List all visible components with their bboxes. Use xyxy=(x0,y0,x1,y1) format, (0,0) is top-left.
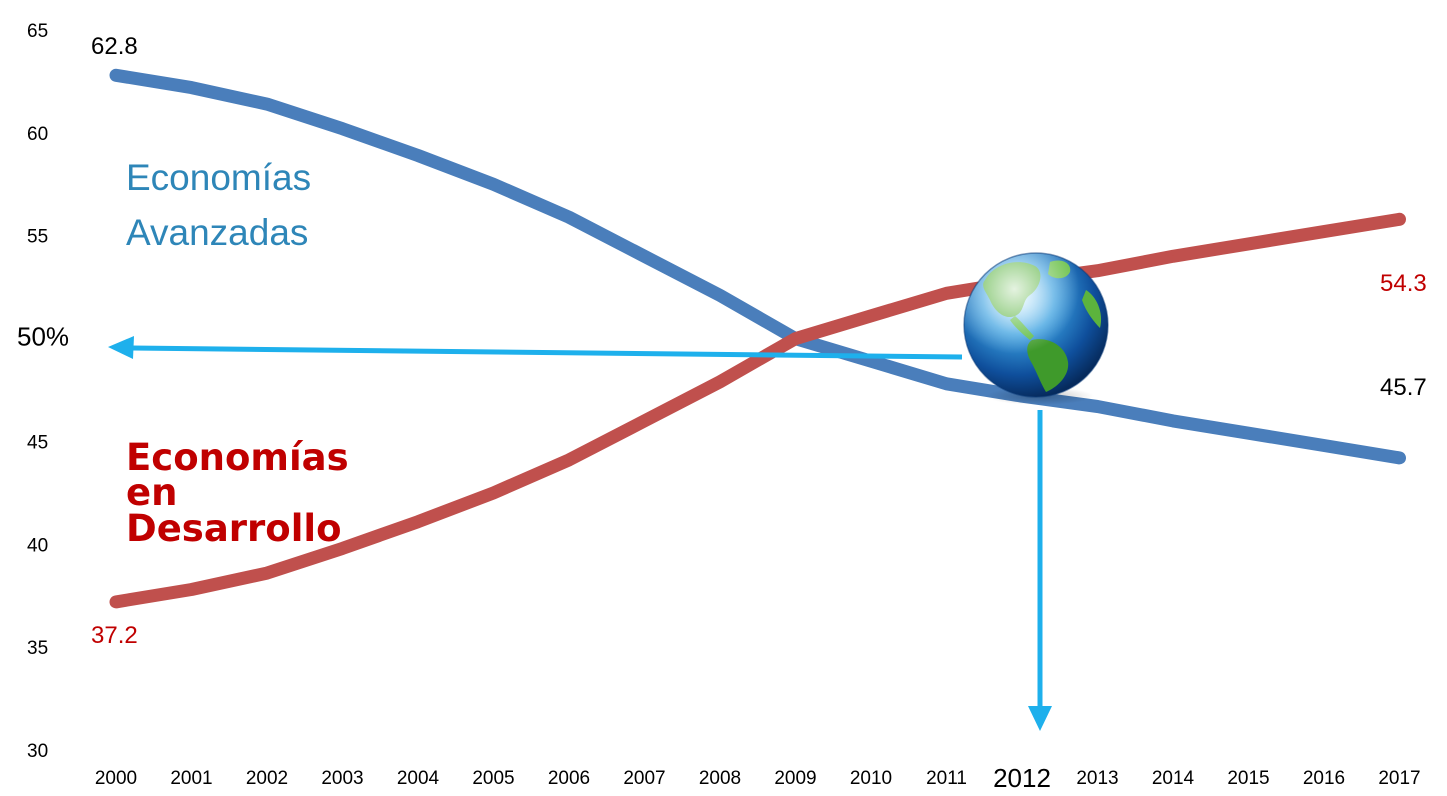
y-tick-label: 45 xyxy=(27,432,48,453)
y-tick-label: 55 xyxy=(27,227,48,248)
data-point xyxy=(1398,456,1401,459)
data-point xyxy=(870,360,872,363)
y-tick-label: 35 xyxy=(27,638,48,659)
x-tick-label: 2002 xyxy=(246,768,288,789)
series-line-developing xyxy=(109,212,1406,609)
x-tick-label: 2000 xyxy=(95,768,137,789)
data-point xyxy=(115,600,117,603)
series-label-developing: Economías en Desarrollo xyxy=(126,436,349,550)
y-tick-label: 65 xyxy=(27,21,48,42)
data-point xyxy=(1323,444,1325,447)
x-tick-label: 2003 xyxy=(321,768,363,789)
data-point xyxy=(945,292,948,295)
x-tick-label: 2005 xyxy=(472,768,514,789)
developing-label-line-3: Desarrollo xyxy=(126,507,342,550)
data-point xyxy=(492,491,495,494)
data-point xyxy=(1172,419,1174,422)
data-point xyxy=(945,382,948,385)
x-tick-label: 2015 xyxy=(1227,768,1269,789)
advanced-label-line-1: Economías xyxy=(126,157,311,198)
data-point xyxy=(341,127,344,130)
data-point xyxy=(719,294,721,297)
y-tick-label: 30 xyxy=(27,741,48,762)
y-tick-label: 50% xyxy=(17,322,69,352)
x-tick-label: 2007 xyxy=(623,768,665,789)
dev-end-value: 54.3 xyxy=(1380,270,1427,297)
x-tick-label: 2006 xyxy=(548,768,590,789)
data-point xyxy=(870,314,872,317)
data-point xyxy=(794,337,797,340)
series-line-advanced xyxy=(109,68,1406,465)
advanced-label-line-2: Avanzadas xyxy=(126,212,308,253)
arrow-to-50-percent xyxy=(108,336,963,360)
data-point xyxy=(115,74,117,77)
data-point xyxy=(1247,242,1250,245)
x-tick-label: 2017 xyxy=(1378,768,1420,789)
data-point xyxy=(568,458,570,461)
data-point xyxy=(266,572,268,575)
data-point xyxy=(417,520,419,523)
arrow-to-2012 xyxy=(1028,410,1052,731)
y-tick-label: 40 xyxy=(27,535,48,556)
data-point xyxy=(719,380,721,383)
x-tick-label: 2009 xyxy=(774,768,816,789)
x-tick-label: 2014 xyxy=(1152,768,1195,789)
x-tick-label: 2008 xyxy=(699,768,741,789)
developing-label-line-2: en xyxy=(126,471,177,514)
x-tick-label: 2016 xyxy=(1303,768,1345,789)
x-tick-label: 2004 xyxy=(397,768,440,789)
y-tick-label: 60 xyxy=(27,124,48,145)
data-point xyxy=(190,588,193,591)
data-point xyxy=(1096,269,1099,272)
data-point xyxy=(266,103,268,106)
dev-start-value: 37.2 xyxy=(91,622,138,649)
data-point xyxy=(190,86,193,89)
series-label-advanced: Economías Avanzadas xyxy=(126,157,311,253)
data-point xyxy=(417,154,419,157)
data-point xyxy=(568,216,570,219)
developing-label-line-1: Economías xyxy=(126,436,349,479)
data-point xyxy=(1398,218,1401,221)
x-tick-label: 2013 xyxy=(1076,768,1118,789)
adv-start-value: 62.8 xyxy=(91,33,138,60)
data-point xyxy=(643,255,646,258)
data-point xyxy=(1172,255,1174,258)
series-layer xyxy=(109,68,1406,609)
y-axis: 30 35 40 45 50% 55 60 65 xyxy=(17,21,69,762)
adv-end-value: 45.7 xyxy=(1380,374,1427,401)
data-point xyxy=(643,419,646,422)
data-point xyxy=(1247,432,1250,435)
data-point xyxy=(1096,405,1099,408)
x-tick-label: 2012 xyxy=(993,763,1051,793)
x-tick-label: 2001 xyxy=(170,768,212,789)
globe-icon xyxy=(963,252,1109,405)
x-tick-label: 2011 xyxy=(926,768,967,789)
x-axis: 2000 2001 2002 2003 2004 2005 2006 2007 2008 2009… xyxy=(95,763,1421,793)
data-point xyxy=(341,547,344,550)
x-tick-label: 2010 xyxy=(850,768,892,789)
data-point xyxy=(492,183,495,186)
data-point xyxy=(1323,230,1325,233)
